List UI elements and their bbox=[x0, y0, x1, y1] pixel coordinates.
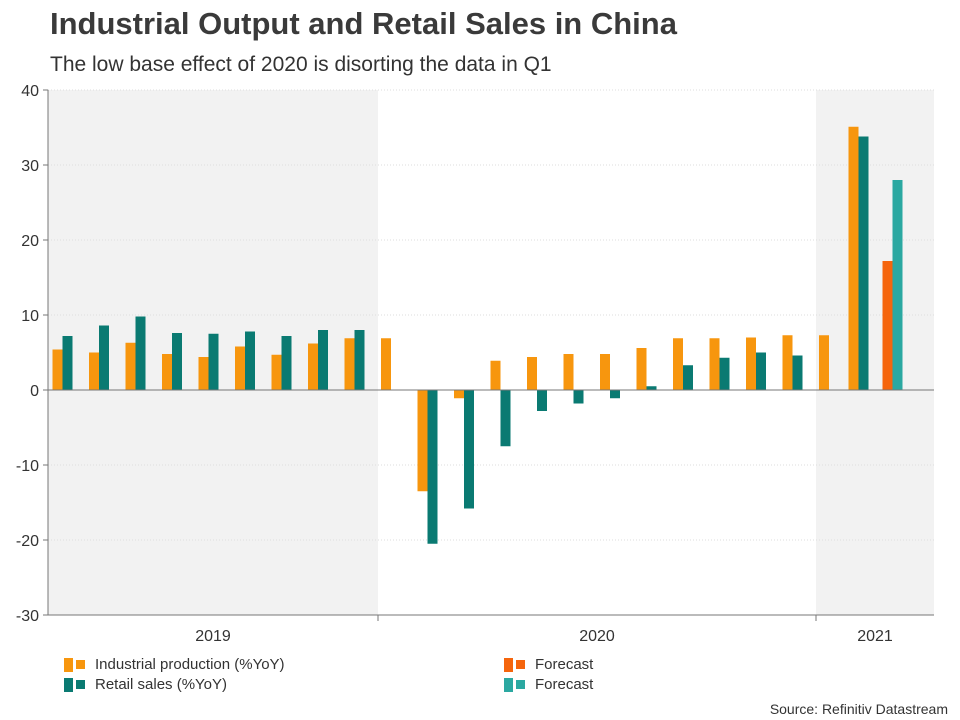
legend-label-retail-forecast: Forecast bbox=[535, 676, 594, 693]
bar-industrial bbox=[125, 342, 136, 390]
bar-retail bbox=[318, 330, 328, 390]
bar-retail bbox=[683, 365, 693, 390]
bar-retail bbox=[281, 336, 292, 390]
x-year-labels: 2019 2020 2021 bbox=[195, 628, 893, 645]
legend-swatch-industrial-small bbox=[76, 660, 85, 669]
bar-industrial bbox=[89, 352, 99, 390]
legend-swatch-industrial-forecast-small bbox=[516, 660, 525, 669]
bar-industrial bbox=[600, 354, 610, 390]
bar-retail bbox=[610, 390, 620, 399]
legend-swatch-retail-forecast bbox=[504, 677, 513, 692]
bar-industrial bbox=[52, 349, 63, 390]
y-tick-label: 0 bbox=[30, 383, 39, 400]
bar-retail bbox=[99, 325, 109, 390]
y-tick-label: -30 bbox=[16, 608, 39, 625]
y-tick-label: 20 bbox=[21, 233, 39, 250]
legend-label-industrial-forecast: Forecast bbox=[535, 656, 594, 673]
bar-industrial bbox=[636, 348, 647, 390]
bar-industrial bbox=[308, 343, 318, 390]
bar-retail bbox=[756, 352, 766, 390]
bar-retail bbox=[354, 330, 365, 390]
bar-retail bbox=[573, 390, 584, 404]
x-year-label: 2019 bbox=[195, 628, 231, 645]
bar-industrial bbox=[782, 335, 793, 390]
legend-swatch-industrial bbox=[64, 657, 73, 672]
bar-industrial bbox=[673, 338, 683, 390]
chart-title: Industrial Output and Retail Sales in Ch… bbox=[50, 6, 677, 41]
bar-retail bbox=[62, 336, 73, 390]
y-tick-label: 40 bbox=[21, 83, 39, 100]
bar-industrial bbox=[563, 354, 574, 390]
bar-retail bbox=[172, 333, 182, 390]
axes bbox=[43, 89, 934, 621]
bar-industrial bbox=[848, 126, 859, 390]
source-note: Source: Refinitiv Datastream bbox=[769, 701, 948, 717]
legend-label-industrial: Industrial production (%YoY) bbox=[95, 656, 285, 673]
bar-retail bbox=[500, 390, 511, 447]
legend-swatch-industrial-forecast bbox=[504, 657, 513, 672]
bar-retail bbox=[208, 333, 219, 390]
legend-swatch-retail bbox=[64, 677, 73, 692]
x-year-label: 2020 bbox=[579, 628, 615, 645]
y-tick-labels: -30 -20 -10 0 10 20 30 40 bbox=[16, 83, 39, 625]
bar-industrial bbox=[454, 390, 464, 399]
legend: Industrial production (%YoY) Forecast Re… bbox=[60, 654, 760, 698]
bar-industrial bbox=[819, 335, 829, 390]
bar-retail bbox=[464, 390, 474, 509]
bar-industrial bbox=[709, 338, 720, 390]
y-tick-label: -10 bbox=[16, 458, 39, 475]
bar-series bbox=[52, 126, 903, 544]
bar-industrial bbox=[162, 354, 172, 390]
y-tick-label: 30 bbox=[21, 158, 39, 175]
bar-retail bbox=[646, 386, 657, 390]
legend-item-industrial: Industrial production (%YoY) bbox=[64, 656, 285, 673]
bar-industrial bbox=[527, 357, 537, 390]
bar-industrial bbox=[381, 338, 391, 390]
bar-industrial bbox=[235, 346, 245, 390]
legend-label-retail: Retail sales (%YoY) bbox=[95, 676, 228, 693]
legend-item-retail: Retail sales (%YoY) bbox=[64, 676, 227, 693]
bar-industrial-forecast bbox=[882, 261, 893, 390]
bar-retail bbox=[427, 390, 438, 544]
bar-retail-forecast bbox=[892, 180, 903, 390]
bar-industrial bbox=[271, 354, 282, 390]
legend-swatch-retail-forecast-small bbox=[516, 680, 525, 689]
bar-retail bbox=[537, 390, 547, 411]
legend-swatch-retail-small bbox=[76, 680, 85, 689]
bar-industrial bbox=[344, 338, 355, 390]
shade-2021 bbox=[816, 90, 934, 615]
legend-item-retail-forecast: Forecast bbox=[504, 676, 593, 693]
bar-industrial bbox=[746, 337, 756, 390]
bar-retail bbox=[792, 355, 803, 390]
bar-retail bbox=[719, 357, 730, 390]
bar-industrial bbox=[198, 357, 209, 390]
x-year-label: 2021 bbox=[857, 628, 893, 645]
bar-retail bbox=[135, 316, 146, 390]
chart-subtitle: The low base effect of 2020 is disorting… bbox=[50, 53, 552, 76]
y-tick-label: -20 bbox=[16, 533, 39, 550]
chart-area: -30 -20 -10 0 10 20 30 40 2019 2020 2021 bbox=[16, 83, 934, 645]
bar-retail bbox=[858, 136, 869, 390]
bar-industrial bbox=[490, 360, 501, 390]
legend-item-industrial-forecast: Forecast bbox=[504, 656, 593, 673]
bar-retail bbox=[245, 331, 255, 390]
bar-industrial bbox=[417, 390, 428, 492]
y-tick-label: 10 bbox=[21, 308, 39, 325]
